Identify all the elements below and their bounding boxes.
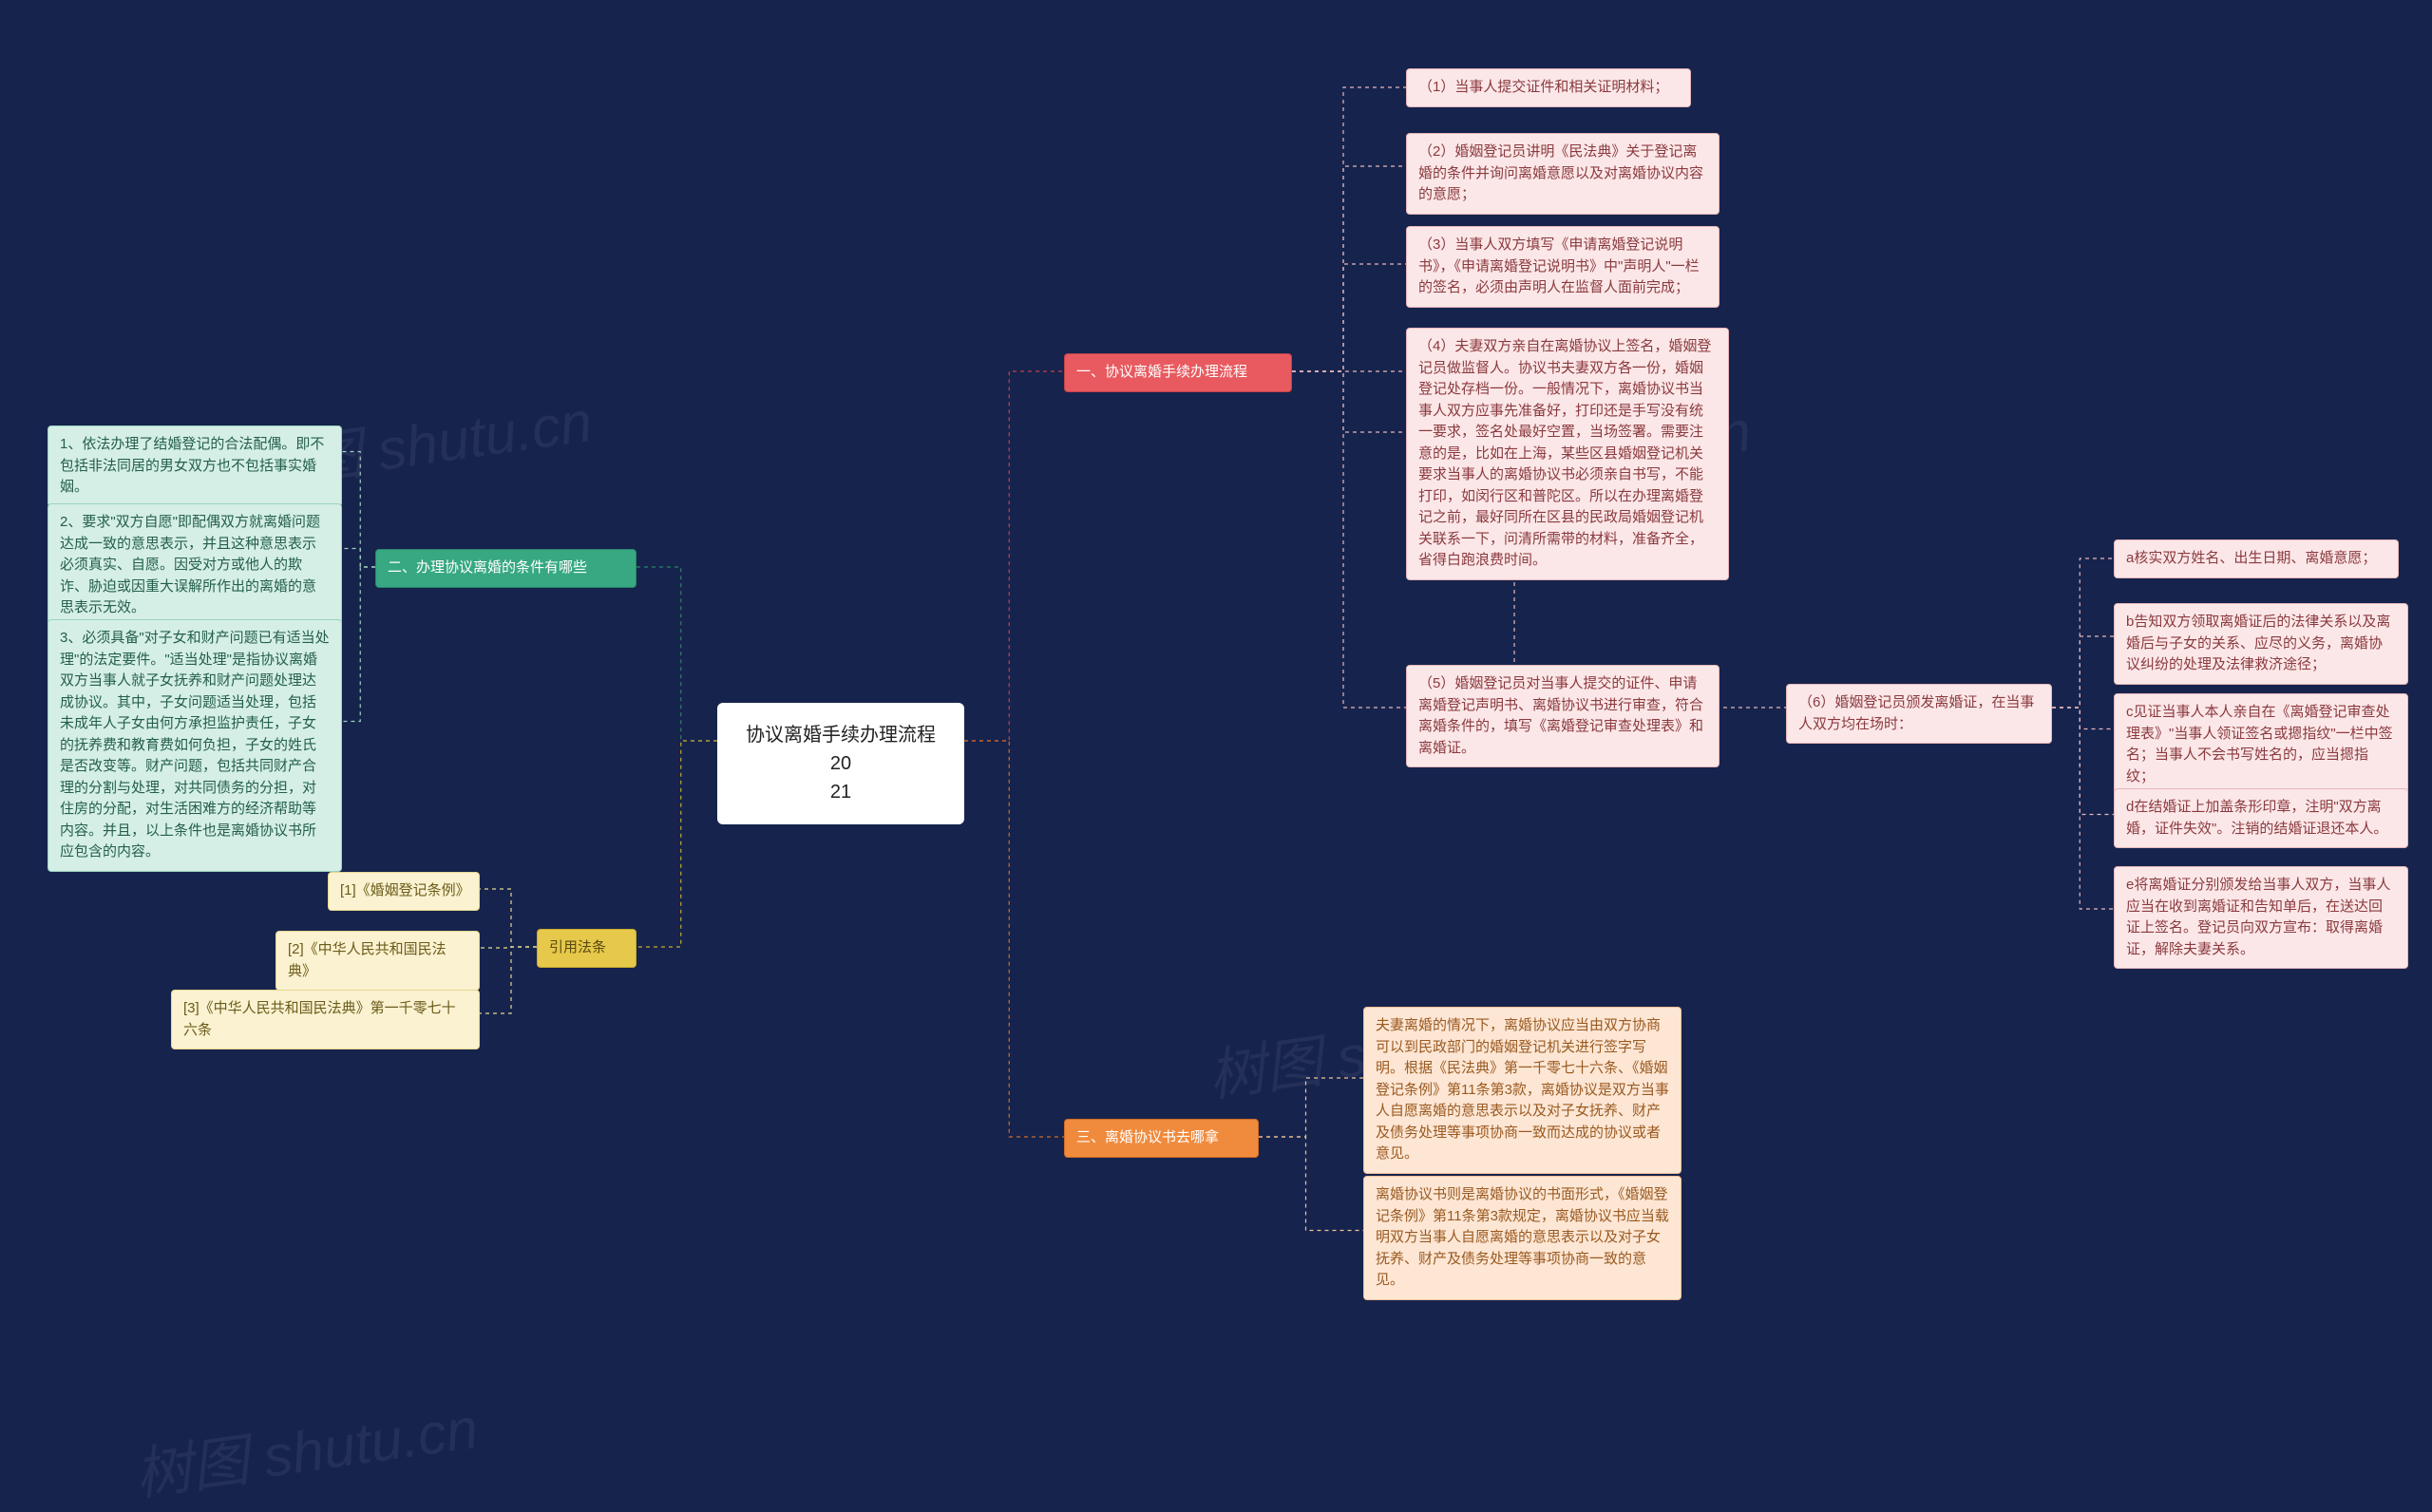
leaf-node: （2）婚姻登记员讲明《民法典》关于登记离婚的条件并询问离婚意愿以及对离婚协议内容… (1406, 133, 1720, 215)
leaf-node: 2、要求"双方自愿"即配偶双方就离婚问题达成一致的意思表示，并且这种意思表示必须… (48, 503, 342, 628)
leaf-node: （3）当事人双方填写《申请离婚登记说明书》，《申请离婚登记说明书》中"声明人"一… (1406, 226, 1720, 308)
leaf-node: [3]《中华人民共和国民法典》第一千零七十六条 (171, 990, 480, 1049)
leaf-node: e将离婚证分别颁发给当事人双方，当事人应当在收到离婚证和告知单后，在送达回证上签… (2114, 866, 2408, 969)
leaf-node: a核实双方姓名、出生日期、离婚意愿； (2114, 539, 2399, 578)
leaf-node: （5）婚姻登记员对当事人提交的证件、申请离婚登记声明书、离婚协议书进行审查，符合… (1406, 665, 1720, 767)
connector-layer (0, 0, 2432, 1450)
leaf-node: 离婚协议书则是离婚协议的书面形式，《婚姻登记条例》第11条第3款规定，离婚协议书… (1363, 1176, 1682, 1300)
leaf-node: 夫妻离婚的情况下，离婚协议应当由双方协商可以到民政部门的婚姻登记机关进行签字写明… (1363, 1007, 1682, 1174)
leaf-node: c见证当事人本人亲自在《离婚登记审查处理表》"当事人领证签名或摁指纹"一栏中签名… (2114, 693, 2408, 796)
branch-node: 二、办理协议离婚的条件有哪些 (375, 549, 636, 588)
leaf-node: （4）夫妻双方亲自在离婚协议上签名，婚姻登记员做监督人。协议书夫妻双方各一份，婚… (1406, 328, 1729, 580)
leaf-node: b告知双方领取离婚证后的法律关系以及离婚后与子女的关系、应尽的义务，离婚协议纠纷… (2114, 603, 2408, 685)
leaf-node: [2]《中华人民共和国民法典》 (276, 931, 480, 991)
leaf-node: （1）当事人提交证件和相关证明材料； (1406, 68, 1691, 107)
leaf-node: （6）婚姻登记员颁发离婚证，在当事人双方均在场时： (1786, 684, 2052, 744)
branch-node: 引用法条 (537, 929, 636, 968)
leaf-node: 1、依法办理了结婚登记的合法配偶。即不包括非法同居的男女双方也不包括事实婚姻。 (48, 425, 342, 507)
root-node: 协议离婚手续办理流程20 21 (717, 703, 964, 824)
branch-node: 三、离婚协议书去哪拿 (1064, 1119, 1259, 1158)
leaf-node: [1]《婚姻登记条例》 (328, 872, 480, 911)
leaf-node: 3、必须具备"对子女和财产问题已有适当处理"的法定要件。"适当处理"是指协议离婚… (48, 619, 342, 872)
leaf-node: d在结婚证上加盖条形印章，注明"双方离婚，证件失效"。注销的结婚证退还本人。 (2114, 788, 2408, 848)
watermark: 树图 shutu.cn (129, 1382, 483, 1512)
branch-node: 一、协议离婚手续办理流程 (1064, 353, 1292, 392)
